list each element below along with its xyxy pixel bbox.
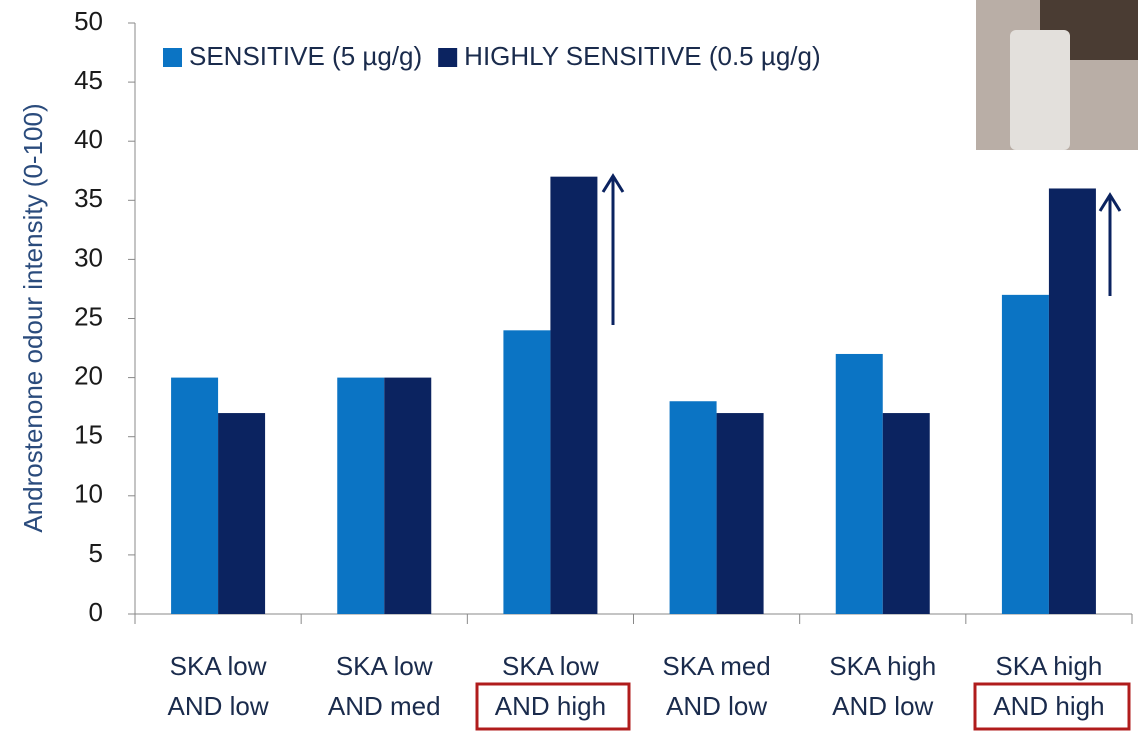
bar <box>218 413 266 614</box>
y-tick-label: 25 <box>74 301 103 331</box>
highlight-box <box>973 682 1131 731</box>
y-tick-label: 45 <box>74 65 103 95</box>
legend-swatch <box>163 48 182 67</box>
bar <box>171 377 219 614</box>
y-tick-label: 5 <box>89 538 103 568</box>
y-tick-label: 30 <box>74 242 103 272</box>
x-tick-label: SKA high AND low <box>829 651 937 721</box>
y-tick-label: 40 <box>74 124 103 154</box>
highlight-box <box>475 682 631 731</box>
y-tick-label: 0 <box>89 597 103 627</box>
y-tick-label: 15 <box>74 420 103 450</box>
arrow-head <box>601 173 625 193</box>
photo-vial <box>1010 30 1070 150</box>
bar <box>550 176 598 614</box>
y-tick-label: 20 <box>74 360 103 390</box>
y-tick-label: 10 <box>74 479 103 509</box>
bar <box>1001 294 1049 614</box>
bar <box>669 401 717 614</box>
y-tick-label: 50 <box>74 6 103 36</box>
bar <box>835 353 883 614</box>
y-tick-label: 35 <box>74 183 103 213</box>
bar <box>337 377 385 614</box>
x-tick-label: SKA low AND med <box>327 651 441 721</box>
x-tick-label: SKA med AND low <box>662 651 771 721</box>
bar <box>1048 188 1096 615</box>
x-tick-label: SKA low AND low <box>167 651 269 721</box>
bar <box>716 413 764 614</box>
bar <box>882 413 930 614</box>
bar <box>503 330 551 614</box>
arrow-head <box>1098 192 1122 212</box>
legend-label: SENSITIVE (5 µg/g) <box>189 41 422 71</box>
bar <box>384 377 432 614</box>
y-axis-title: Androstenone odour intensity (0-100) <box>18 103 48 532</box>
x-tick-label: SKA low AND high <box>494 651 607 721</box>
legend-label: HIGHLY SENSITIVE (0.5 µg/g) <box>464 41 820 71</box>
legend-swatch <box>438 48 458 67</box>
x-tick-label: SKA high AND high <box>993 651 1105 721</box>
